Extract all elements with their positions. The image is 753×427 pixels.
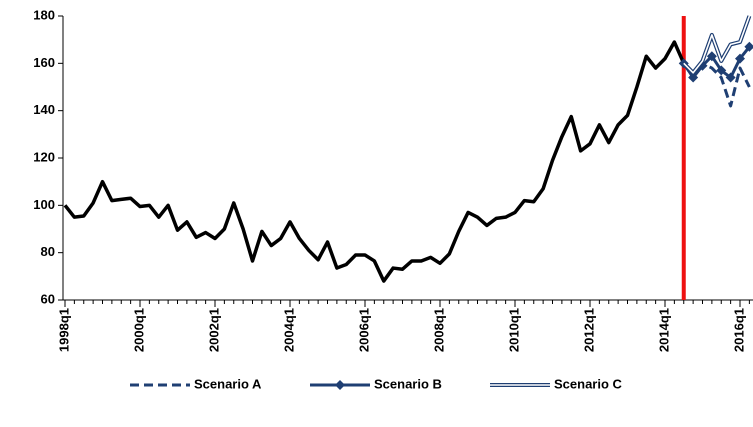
series-line xyxy=(63,40,686,283)
y-tick-label: 100 xyxy=(33,197,55,212)
x-tick-label: 2014q1 xyxy=(656,308,671,352)
x-tick-label: 2016q1 xyxy=(731,308,746,352)
y-tick-label: 80 xyxy=(41,244,55,259)
y-tick-label: 180 xyxy=(33,7,55,22)
legend-marker xyxy=(335,380,345,390)
series-line-inner xyxy=(683,15,751,74)
series-marker xyxy=(706,51,717,62)
x-tick-label: 2006q1 xyxy=(356,308,371,352)
legend-label: Scenario A xyxy=(194,376,262,391)
series-marker xyxy=(725,72,736,83)
x-tick-label: 1998q1 xyxy=(56,308,71,352)
x-tick-label: 2008q1 xyxy=(431,308,446,352)
y-tick-label: 160 xyxy=(33,55,55,70)
x-tick-label: 2004q1 xyxy=(281,308,296,352)
series-marker xyxy=(688,72,699,83)
series-marker xyxy=(735,53,745,64)
x-tick-label: 2012q1 xyxy=(581,308,596,352)
legend-label: Scenario B xyxy=(374,376,442,391)
series-marker xyxy=(744,41,753,52)
y-tick-label: 140 xyxy=(33,102,55,117)
series-marker xyxy=(716,65,727,76)
y-tick-label: 120 xyxy=(33,149,55,164)
x-tick-label: 2002q1 xyxy=(206,308,221,352)
y-tick-label: 60 xyxy=(41,291,55,306)
x-tick-label: 2010q1 xyxy=(506,308,521,352)
x-tick-label: 2000q1 xyxy=(131,308,146,352)
legend-label: Scenario C xyxy=(554,376,623,391)
